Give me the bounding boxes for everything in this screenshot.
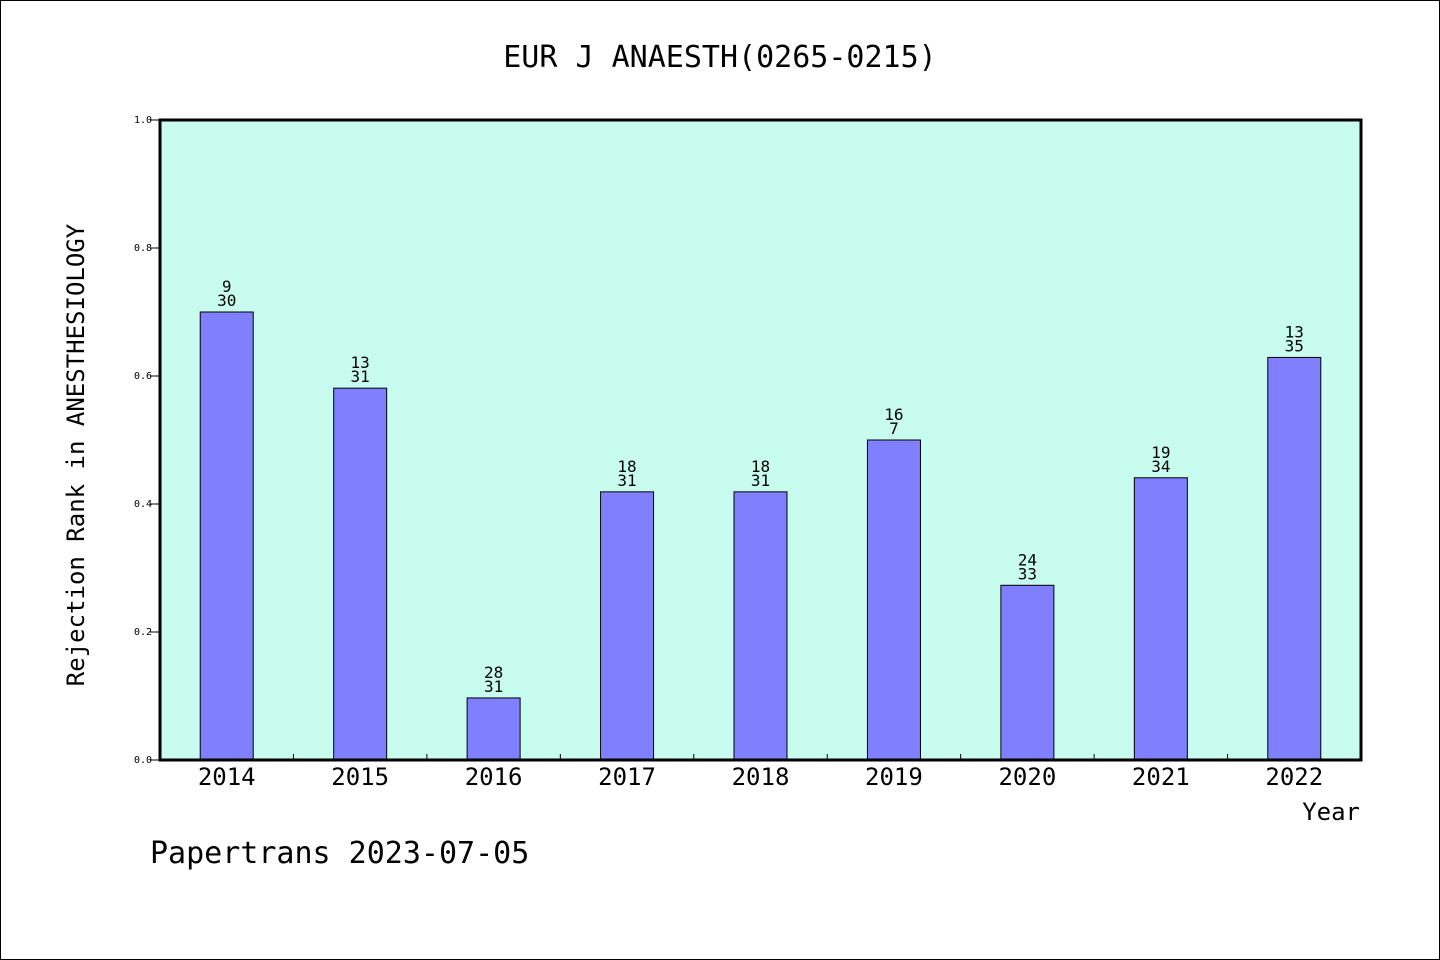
plot-border xyxy=(158,118,1363,762)
bar-label-bottom: 31 xyxy=(617,471,636,490)
bar-2014 xyxy=(199,311,254,761)
x-tick-label: 2019 xyxy=(865,763,923,791)
bar-label-bottom: 33 xyxy=(1018,564,1037,583)
x-tick-label: 2021 xyxy=(1132,763,1190,791)
bar-label-top: 18 xyxy=(617,457,636,476)
bar-2016 xyxy=(466,697,521,761)
y-tick-label: 0.2 xyxy=(134,627,152,638)
x-tick-label: 2018 xyxy=(732,763,790,791)
bar-label-top: 24 xyxy=(1018,550,1037,569)
bar-label-top: 28 xyxy=(484,663,503,682)
bar-2020 xyxy=(1000,584,1055,761)
bar-label-top: 9 xyxy=(222,277,232,296)
bar-label-top: 13 xyxy=(1285,322,1304,341)
chart-title: EUR J ANAESTH(0265-0215) xyxy=(503,40,936,75)
bar-2018 xyxy=(733,491,788,761)
bar-label-top: 19 xyxy=(1151,443,1170,462)
bar-2015 xyxy=(333,387,388,761)
x-tick-label: 2022 xyxy=(1265,763,1323,791)
x-tick-label: 2017 xyxy=(598,763,656,791)
bar-2022 xyxy=(1267,356,1322,761)
x-axis: 2014 2015 2016 2017 2018 2019 2020 2021 2022 xyxy=(198,754,1323,791)
bar-label-bottom: 31 xyxy=(751,471,770,490)
bar-label-bottom: 30 xyxy=(217,291,236,310)
footer-credit: Papertrans 2023-07-05 xyxy=(150,836,529,871)
x-axis-label: Year xyxy=(1302,798,1360,826)
bar-label-bottom: 35 xyxy=(1285,336,1304,355)
bar-label-top: 13 xyxy=(351,353,370,372)
bar-2021 xyxy=(1133,477,1188,761)
bar-label-bottom: 34 xyxy=(1151,457,1170,476)
y-tick-label: 0.4 xyxy=(134,499,152,510)
y-axis: 0.0 0.2 0.4 0.6 0.8 1.0 xyxy=(134,115,160,766)
bar-label-bottom: 7 xyxy=(889,419,899,438)
y-tick-label: 0.6 xyxy=(134,371,152,382)
x-tick-label: 2014 xyxy=(198,763,256,791)
bar-label-top: 18 xyxy=(751,457,770,476)
bar-2019 xyxy=(866,439,921,761)
x-tick-label: 2016 xyxy=(465,763,523,791)
x-tick-label: 2015 xyxy=(331,763,389,791)
x-tick-label: 2020 xyxy=(998,763,1056,791)
bar-label-top: 16 xyxy=(884,405,903,424)
y-tick-label: 1.0 xyxy=(134,115,152,126)
bars-group xyxy=(199,311,1322,761)
bar-2017 xyxy=(600,491,655,761)
y-tick-label: 0.8 xyxy=(134,243,152,254)
bar-label-bottom: 31 xyxy=(484,677,503,696)
bar-label-bottom: 31 xyxy=(351,367,370,386)
y-tick-label: 0.0 xyxy=(134,755,152,766)
y-axis-label: Rejection Rank in ANESTHESIOLOGY xyxy=(62,223,90,686)
